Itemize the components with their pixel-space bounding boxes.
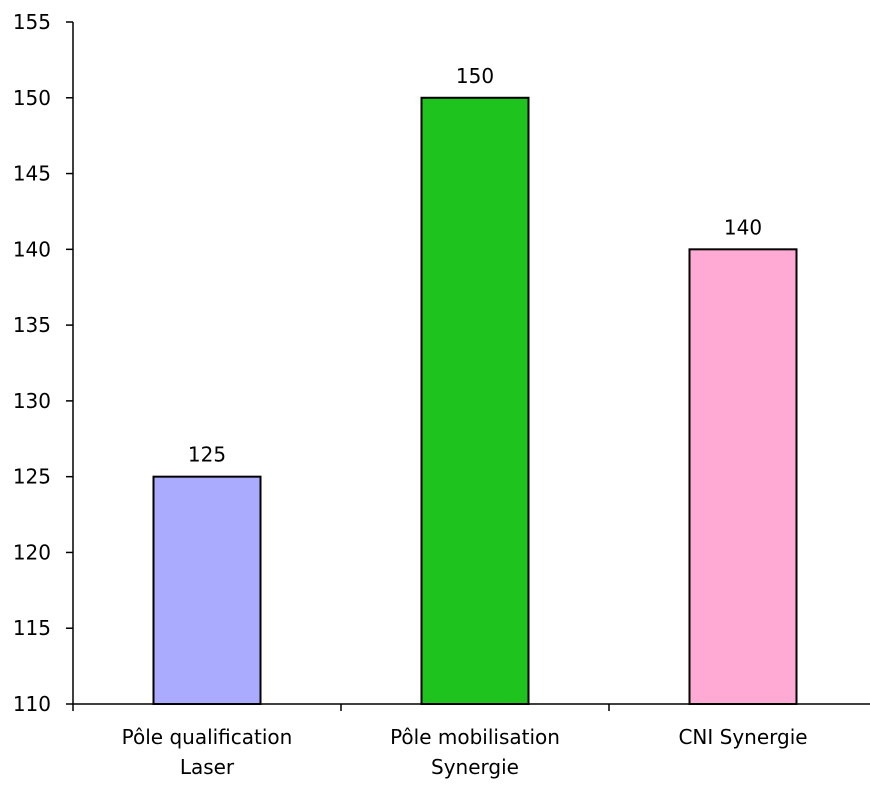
y-tick-label: 110 [13, 692, 51, 716]
data-labels: 125 150 140 [188, 64, 762, 467]
data-label: 140 [724, 215, 762, 239]
y-tick-label: 125 [13, 465, 51, 489]
bar [152, 475, 262, 705]
y-tick-label: 130 [13, 389, 51, 413]
x-axis: Pôle qualification Laser Pôle mobilisation… [72, 703, 870, 779]
y-tick-label: 115 [13, 616, 51, 640]
x-category-label: Pôle mobilisation Synergie [390, 725, 560, 779]
data-label: 150 [456, 64, 494, 88]
data-label: 125 [188, 443, 226, 467]
bar [688, 248, 798, 705]
bars [152, 96, 798, 706]
y-tick-label: 155 [13, 10, 51, 34]
y-tick-label: 145 [13, 162, 51, 186]
y-tick-label: 135 [13, 313, 51, 337]
y-tick-label: 120 [13, 540, 51, 564]
x-category-label: Pôle qualification Laser [122, 725, 293, 779]
y-tick-label: 140 [13, 237, 51, 261]
bar [420, 96, 530, 706]
y-axis: 110 115 120 125 130 135 140 145 150 155 [13, 10, 74, 716]
y-tick-label: 150 [13, 86, 51, 110]
x-category-label: CNI Synergie [678, 725, 807, 749]
